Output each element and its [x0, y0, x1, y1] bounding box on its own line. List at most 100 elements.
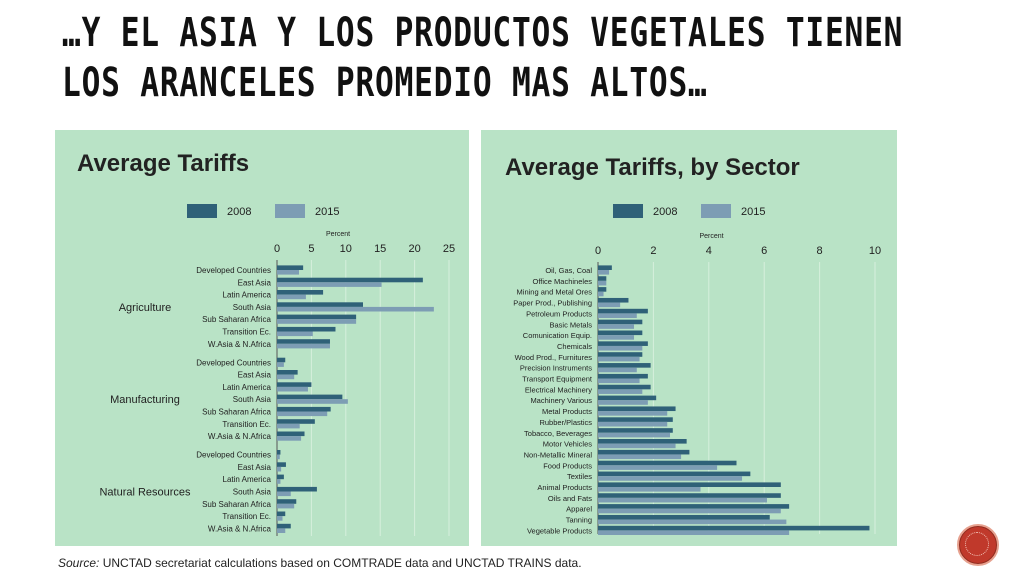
category-label: Developed Countries [196, 451, 271, 460]
bar-2008 [598, 319, 643, 325]
slide-title: …Y EL ASIA Y LOS PRODUCTOS VEGETALES TIE… [62, 8, 904, 108]
bar-2008 [277, 382, 312, 387]
slide-title-line-1: …Y EL ASIA Y LOS PRODUCTOS VEGETALES TIE… [62, 10, 904, 56]
bar-2008 [598, 352, 643, 357]
bar-2015 [277, 362, 284, 367]
category-label: Basic Metals [549, 320, 592, 329]
bar-2008 [277, 523, 291, 529]
category-label: Developed Countries [196, 358, 271, 367]
category-label: Office Machineles [533, 277, 593, 286]
bar-2008 [277, 486, 317, 492]
bar-2008 [277, 357, 286, 363]
bar-2015 [277, 503, 295, 509]
bar-2008 [598, 373, 648, 379]
bar-2015 [277, 411, 328, 417]
legend-swatch-2008 [187, 204, 217, 218]
bar-2015 [598, 508, 781, 514]
category-label: South Asia [233, 488, 272, 497]
bar-2008 [598, 308, 648, 314]
bar-2008 [598, 449, 690, 455]
category-label: Food Products [543, 461, 592, 470]
category-label: South Asia [233, 395, 272, 404]
category-label: W.Asia & N.Africa [208, 432, 272, 441]
bar-2015 [277, 491, 291, 497]
bar-2015 [598, 378, 640, 384]
category-label: Wood Prod., Furnitures [515, 353, 593, 362]
category-label: Transition Ec. [222, 420, 271, 429]
x-tick-label: 20 [408, 243, 420, 255]
bar-2008 [598, 460, 737, 466]
category-label: Animal Products [537, 483, 592, 492]
bar-2015 [598, 291, 604, 297]
bar-2015 [277, 386, 308, 392]
bar-2015 [598, 335, 635, 340]
bar-2008 [277, 277, 423, 283]
bar-2015 [598, 400, 648, 405]
bar-2008 [598, 514, 770, 520]
bar-2008 [598, 493, 781, 498]
legend-swatch-2008 [613, 204, 643, 218]
bar-2008 [598, 471, 751, 477]
bar-2008 [277, 265, 304, 270]
category-label: Precision Instruments [520, 364, 592, 373]
bar-2015 [598, 356, 640, 362]
category-label: Paper Prod., Publishing [513, 299, 592, 308]
axis-label: Percent [326, 231, 350, 238]
bar-2008 [598, 406, 676, 412]
legend-label-2015: 2015 [741, 206, 765, 218]
bar-2015 [277, 319, 357, 324]
bar-2008 [598, 395, 657, 401]
x-tick-label: 0 [595, 245, 601, 257]
next-slide-button[interactable] [957, 524, 999, 566]
category-label: Textiles [567, 472, 592, 481]
bar-2015 [277, 282, 382, 287]
bar-2008 [277, 394, 343, 400]
bar-2008 [598, 287, 607, 292]
bar-2008 [598, 482, 781, 487]
category-label: Oils and Fats [548, 494, 592, 503]
source-note: Source: UNCTAD secretariat calculations … [58, 556, 582, 570]
category-label: Oil, Gas, Coal [545, 266, 592, 275]
x-tick-label: 10 [869, 245, 881, 257]
bar-2008 [277, 326, 336, 332]
x-tick-label: 15 [374, 243, 386, 255]
category-label: Electrical Machinery [525, 385, 592, 394]
average-tariffs-chart: 2008 2015 Percent 0 5 10 15 20 25 Developed Count… [99, 204, 455, 536]
bar-2008 [598, 330, 643, 336]
x-tick-label: 4 [706, 245, 712, 257]
bar-2015 [598, 476, 743, 481]
bar-2008 [277, 450, 281, 455]
legend-label-2015: 2015 [315, 206, 339, 218]
category-label: Machinery Various [530, 396, 592, 405]
bar-2008 [277, 474, 284, 480]
bar-2008 [598, 363, 651, 368]
category-label: Petroleum Products [526, 309, 592, 318]
chart-title: Average Tariffs, by Sector [505, 154, 800, 181]
chart-panel-tariffs-by-sector: Average Tariffs, by Sector 2008 2015 Perce… [481, 130, 897, 546]
bar-2015 [277, 528, 286, 533]
category-label: Sub Saharan Africa [202, 500, 271, 509]
category-label: Metal Products [542, 407, 592, 416]
category-label: Sub Saharan Africa [202, 315, 271, 324]
category-label: Mining and Metal Ores [517, 288, 593, 297]
category-label: W.Asia & N.Africa [208, 340, 272, 349]
bar-2008 [598, 428, 673, 433]
bar-2015 [598, 313, 637, 318]
bar-2015 [277, 294, 306, 300]
bar-2015 [598, 367, 637, 373]
category-label: Sub Saharan Africa [202, 408, 271, 417]
bar-2015 [277, 454, 280, 460]
legend-swatch-2015 [275, 204, 305, 218]
bar-2015 [598, 487, 701, 492]
category-label: Chemicals [557, 342, 592, 351]
axis-label: Percent [699, 233, 723, 240]
bar-2015 [598, 345, 643, 351]
bar-2008 [277, 431, 305, 437]
bar-2008 [598, 439, 687, 444]
bar-2015 [598, 530, 790, 535]
bar-2008 [598, 297, 629, 303]
bar-2015 [598, 465, 718, 470]
group-label: Natural Resources [99, 487, 191, 499]
category-label: Latin America [223, 291, 272, 300]
legend-label-2008: 2008 [653, 206, 677, 218]
